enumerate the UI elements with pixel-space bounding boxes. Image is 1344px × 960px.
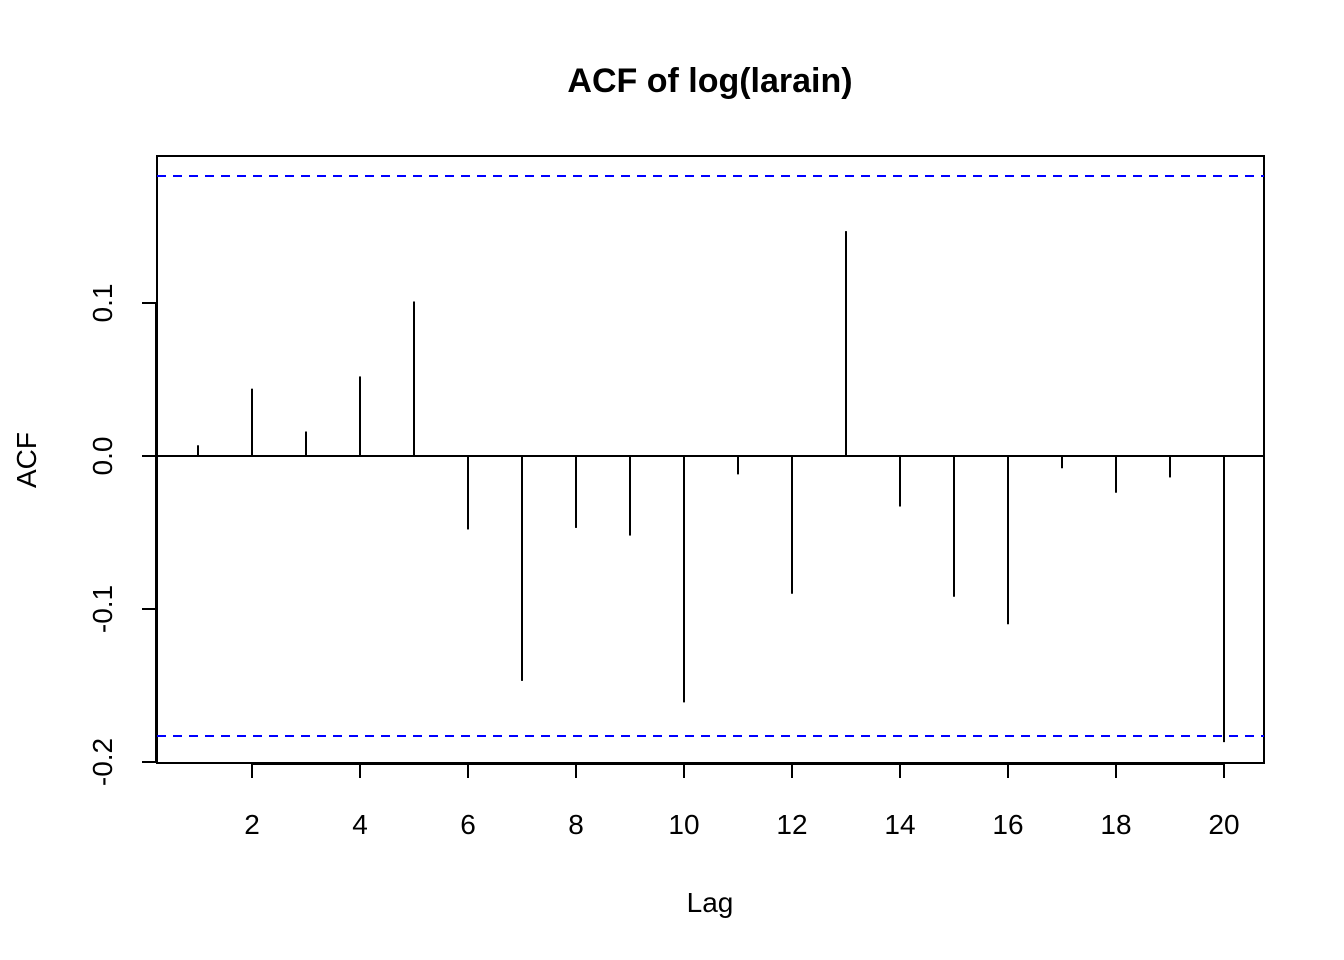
plot-frame (156, 155, 1265, 764)
x-tick-label: 18 (1100, 809, 1131, 840)
x-tick-label: 20 (1208, 809, 1239, 840)
x-tick-label: 12 (776, 809, 807, 840)
x-tick-label: 2 (244, 809, 260, 840)
x-tick-label: 14 (884, 809, 915, 840)
x-tick-label: 16 (992, 809, 1023, 840)
y-axis: -0.2 -0.1 0.0 0.1 (87, 284, 157, 786)
y-tick-label: -0.2 (87, 738, 118, 786)
x-tick-label: 4 (352, 809, 368, 840)
confidence-lines (157, 175, 1264, 737)
y-tick-label: 0.0 (87, 437, 118, 476)
y-tick-label: 0.1 (87, 284, 118, 323)
x-tick-label: 8 (568, 809, 584, 840)
chart-title: ACF of log(larain) (567, 62, 852, 100)
y-axis-label: ACF (11, 432, 42, 488)
x-tick-label: 10 (668, 809, 699, 840)
acf-stems (197, 231, 1225, 743)
x-axis-label: Lag (687, 887, 734, 918)
x-tick-label: 6 (460, 809, 476, 840)
x-axis: 2 4 6 8 10 12 14 16 18 20 (244, 763, 1240, 840)
y-tick-label: -0.1 (87, 585, 118, 633)
